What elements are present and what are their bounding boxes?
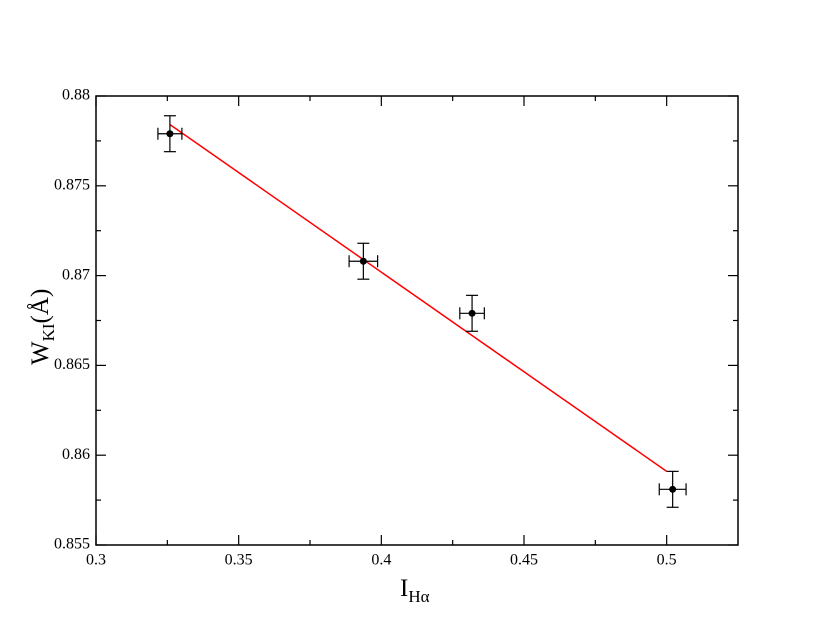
plot-frame [95, 95, 739, 546]
x-tick-label: 0.5 [657, 552, 677, 569]
x-label-sub: Hα [408, 587, 429, 606]
x-tick-label: 0.4 [371, 552, 391, 569]
y-tick-label: 0.88 [62, 87, 90, 104]
x-tick-label: 0.45 [510, 552, 538, 569]
y-tick-label: 0.865 [54, 356, 90, 373]
x-tick-label: 0.3 [86, 552, 106, 569]
y-label-sub: KI [39, 323, 58, 341]
y-axis-label: WKI(Å) [27, 289, 58, 365]
y-label-main: W [27, 341, 54, 365]
point [669, 485, 677, 493]
point [359, 257, 367, 265]
y-tick-label: 0.87 [62, 266, 90, 283]
x-tick-label: 0.35 [225, 552, 253, 569]
fit-line [169, 124, 668, 472]
y-label-suffix: (Å) [27, 289, 54, 324]
point [166, 130, 174, 138]
x-axis-label: IHα [400, 575, 430, 606]
point [468, 309, 476, 317]
y-tick-label: 0.86 [62, 446, 90, 463]
y-tick-label: 0.855 [54, 536, 90, 553]
y-tick-label: 0.875 [54, 176, 90, 193]
x-label-main: I [400, 575, 408, 602]
